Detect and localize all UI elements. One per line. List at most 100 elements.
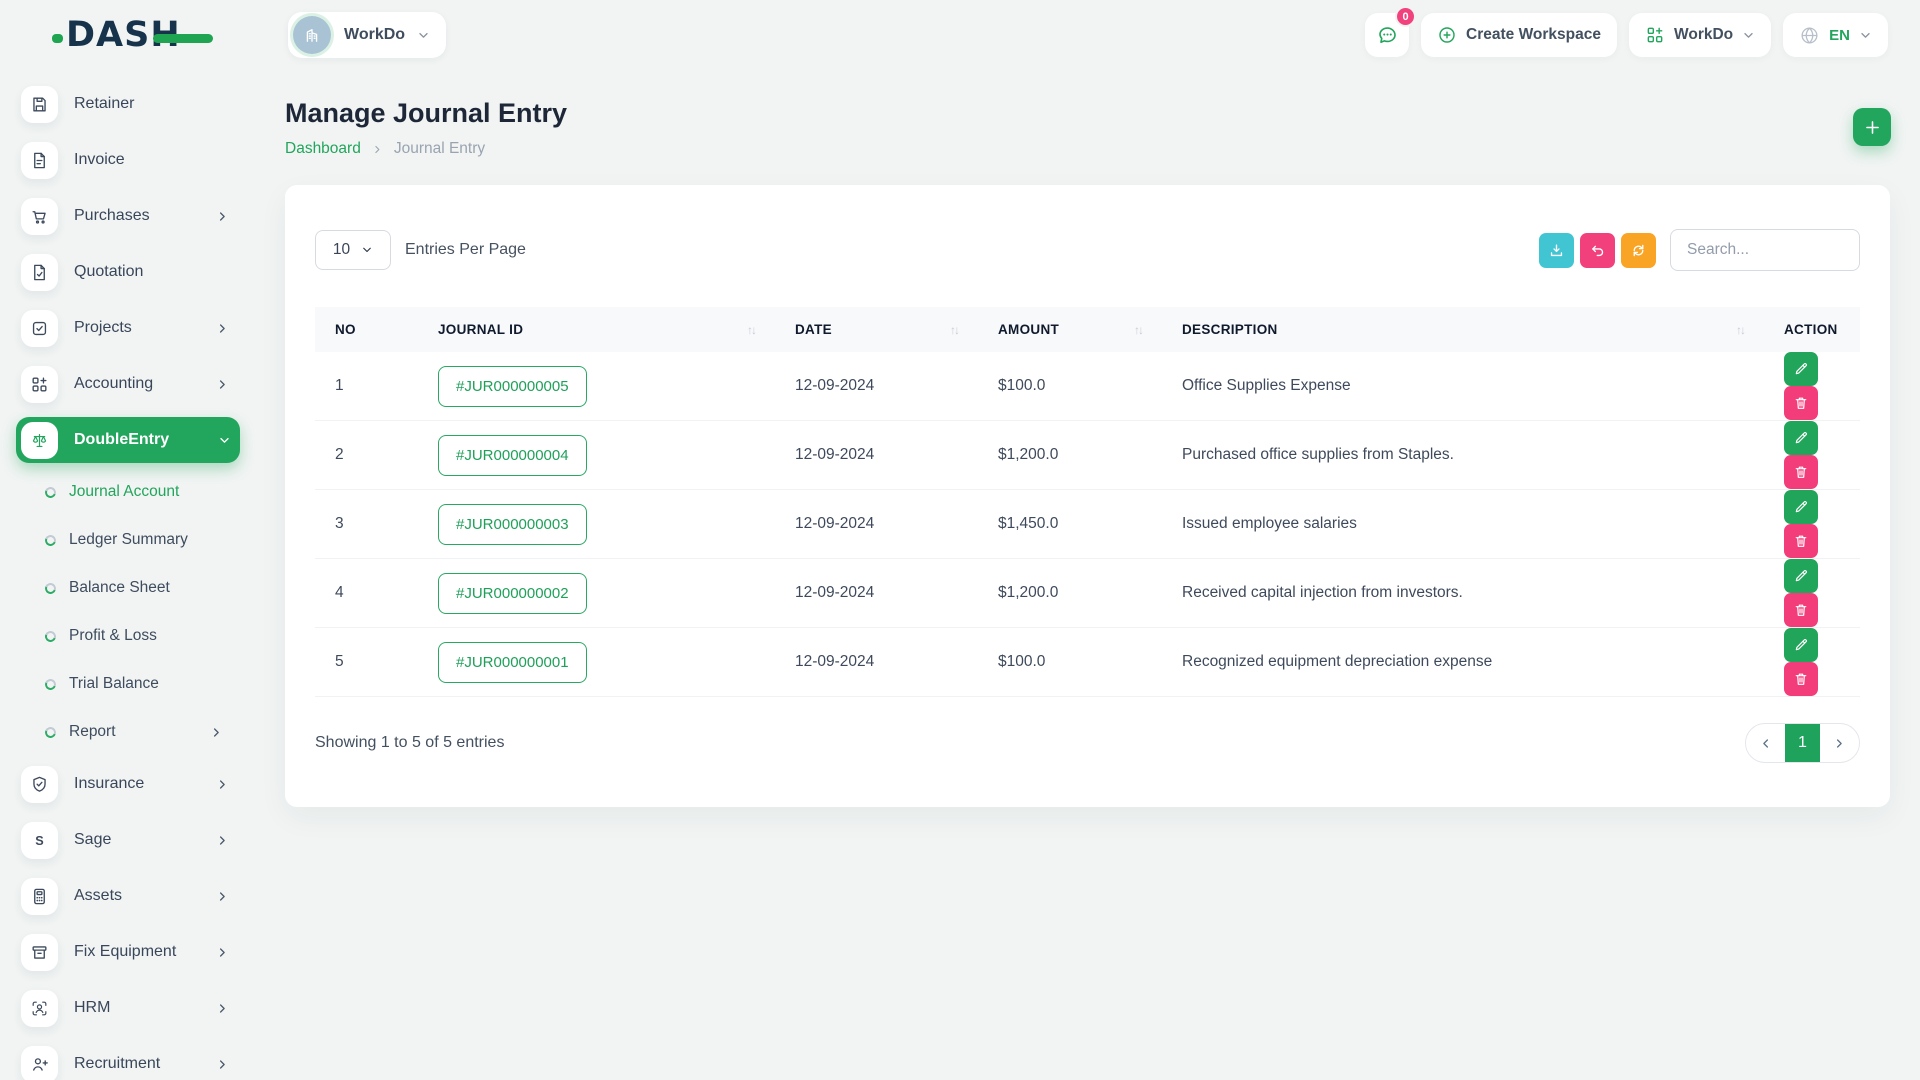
delete-button[interactable] — [1784, 662, 1818, 696]
delete-button[interactable] — [1784, 593, 1818, 627]
sidebar-item-recruitment[interactable]: Recruitment — [0, 1036, 257, 1080]
edit-button[interactable] — [1784, 559, 1818, 593]
brand-logo[interactable]: DASH — [52, 15, 213, 55]
delete-button[interactable] — [1784, 455, 1818, 489]
sidebar-item-fix-equipment[interactable]: Fix Equipment — [0, 924, 257, 980]
create-workspace-button[interactable]: Create Workspace — [1421, 13, 1618, 57]
sidebar-item-insurance[interactable]: Insurance — [0, 756, 257, 812]
sidebar-item-label: DoubleEntry — [74, 431, 170, 448]
pencil-icon — [1793, 637, 1809, 653]
workspace-avatar — [293, 16, 331, 54]
sidebar-item-label: Sage — [74, 831, 112, 848]
sidebar-item-hrm[interactable]: HRM — [0, 980, 257, 1036]
chevron-down-icon — [417, 29, 430, 42]
sidebar-subitem-profit-loss[interactable]: Profit & Loss — [0, 612, 257, 660]
page-size-select[interactable]: 10 — [315, 230, 391, 270]
page-title: Manage Journal Entry — [285, 98, 568, 128]
sidebar-item-label: Assets — [74, 887, 123, 904]
entries-per-page-label: Entries Per Page — [405, 241, 526, 258]
messages-button[interactable]: 0 — [1365, 6, 1417, 57]
sidebar-item-label: Projects — [74, 319, 132, 336]
user-plus-icon — [21, 1045, 58, 1080]
cell-date: 12-09-2024 — [775, 627, 978, 697]
edit-button[interactable] — [1784, 628, 1818, 662]
sidebar-item-projects[interactable]: Projects — [0, 300, 257, 356]
sidebar-item-purchases[interactable]: Purchases — [0, 188, 257, 244]
trash-icon — [1793, 464, 1809, 480]
export-download-button[interactable] — [1539, 232, 1574, 268]
journal-id-badge[interactable]: #JUR000000001 — [438, 641, 587, 683]
cell-amount: $100.0 — [978, 627, 1162, 697]
file-check-icon — [21, 253, 58, 291]
sidebar-item-sage[interactable]: S Sage — [0, 812, 257, 868]
sidebar-item-retainer[interactable]: Retainer — [0, 76, 257, 132]
sidebar-item-invoice[interactable]: Invoice — [0, 132, 257, 188]
messages-count-badge: 0 — [1395, 6, 1417, 27]
sidebar-subitem-journal-account[interactable]: Journal Account — [0, 468, 257, 516]
sidebar-subitem-trial-balance[interactable]: Trial Balance — [0, 660, 257, 708]
pagination-page-1[interactable]: 1 — [1785, 724, 1820, 762]
sidebar-item-label: Recruitment — [74, 1055, 161, 1072]
bullet-icon — [43, 676, 58, 692]
language-selector[interactable]: EN — [1783, 13, 1888, 57]
edit-button[interactable] — [1784, 490, 1818, 524]
bullet-icon — [43, 628, 58, 644]
refresh-button[interactable] — [1621, 232, 1656, 268]
workdo-menu-label: WorkDo — [1674, 26, 1734, 43]
create-journal-entry-button[interactable] — [1853, 108, 1891, 146]
journal-id-badge[interactable]: #JUR000000004 — [438, 434, 587, 476]
column-header-date[interactable]: DATE ↑↓ — [775, 307, 978, 352]
delete-button[interactable] — [1784, 386, 1818, 420]
pagination-prev-button[interactable] — [1746, 724, 1785, 762]
journal-id-badge[interactable]: #JUR000000002 — [438, 572, 587, 614]
sidebar-item-assets[interactable]: Assets — [0, 868, 257, 924]
breadcrumb-dashboard-link[interactable]: Dashboard — [285, 140, 361, 157]
grid-plus-icon — [1645, 25, 1665, 45]
cell-date: 12-09-2024 — [775, 558, 978, 628]
edit-button[interactable] — [1784, 421, 1818, 455]
file-lines-icon — [21, 141, 58, 179]
cell-no: 2 — [315, 420, 418, 490]
calculator-icon — [21, 877, 58, 915]
sidebar-subitem-report[interactable]: Report — [0, 708, 257, 756]
column-label: DATE — [795, 322, 832, 337]
journal-id-badge[interactable]: #JUR000000003 — [438, 503, 587, 545]
sidebar-item-doubleentry[interactable]: DoubleEntry — [0, 412, 257, 468]
download-icon — [1548, 242, 1565, 259]
pagination-next-button[interactable] — [1820, 724, 1859, 762]
sidebar-item-label: Purchases — [74, 207, 150, 224]
pencil-icon — [1793, 568, 1809, 584]
table-row: 4 #JUR000000002 12-09-2024 $1,200.0 Received… — [315, 558, 1860, 628]
column-header-description[interactable]: DESCRIPTION ↑↓ — [1162, 307, 1764, 352]
chevron-right-icon — [216, 946, 229, 959]
cell-date: 12-09-2024 — [775, 489, 978, 559]
sidebar-item-quotation[interactable]: Quotation — [0, 244, 257, 300]
reset-button[interactable] — [1580, 232, 1615, 268]
sidebar-subitem-balance-sheet[interactable]: Balance Sheet — [0, 564, 257, 612]
journal-entries-card: 10 Entries Per Page NO JOURNAL ID ↑↓ DATE ↑↓… — [285, 185, 1890, 807]
sidebar-subitem-ledger-summary[interactable]: Ledger Summary — [0, 516, 257, 564]
cell-actions — [1764, 558, 1860, 628]
plus-circle-icon — [1437, 25, 1457, 45]
column-label: DESCRIPTION — [1182, 322, 1278, 337]
column-header-journal-id[interactable]: JOURNAL ID ↑↓ — [418, 307, 775, 352]
workdo-menu-button[interactable]: WorkDo — [1629, 13, 1772, 57]
sort-icon: ↑↓ — [1736, 322, 1746, 337]
sidebar-item-label: Accounting — [74, 375, 154, 392]
journal-id-badge[interactable]: #JUR000000005 — [438, 365, 587, 407]
create-workspace-label: Create Workspace — [1466, 26, 1602, 43]
workspace-switcher[interactable]: WorkDo — [288, 12, 447, 58]
trash-icon — [1793, 671, 1809, 687]
column-header-no: NO — [315, 307, 418, 352]
sidebar-item-label: Quotation — [74, 263, 144, 280]
delete-button[interactable] — [1784, 524, 1818, 558]
pencil-icon — [1793, 499, 1809, 515]
sidebar-item-accounting[interactable]: Accounting — [0, 356, 257, 412]
search-input[interactable] — [1670, 229, 1860, 271]
edit-button[interactable] — [1784, 352, 1818, 386]
logo-dash-accent — [152, 34, 213, 43]
sidebar-subitem-label: Journal Account — [69, 483, 180, 500]
cell-amount: $1,200.0 — [978, 420, 1162, 490]
column-header-amount[interactable]: AMOUNT ↑↓ — [978, 307, 1162, 352]
cell-description: Purchased office supplies from Staples. — [1162, 420, 1764, 490]
